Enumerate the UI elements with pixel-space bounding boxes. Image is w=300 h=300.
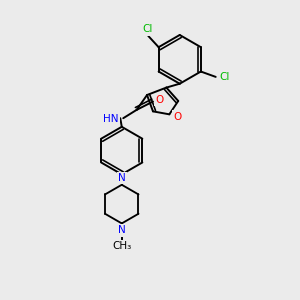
Text: N: N bbox=[118, 173, 126, 183]
Text: Cl: Cl bbox=[219, 72, 230, 82]
Text: CH₃: CH₃ bbox=[112, 241, 131, 251]
Text: Cl: Cl bbox=[142, 24, 153, 34]
Text: O: O bbox=[155, 95, 164, 105]
Text: HN: HN bbox=[103, 114, 119, 124]
Text: N: N bbox=[118, 225, 126, 235]
Text: O: O bbox=[173, 112, 182, 122]
